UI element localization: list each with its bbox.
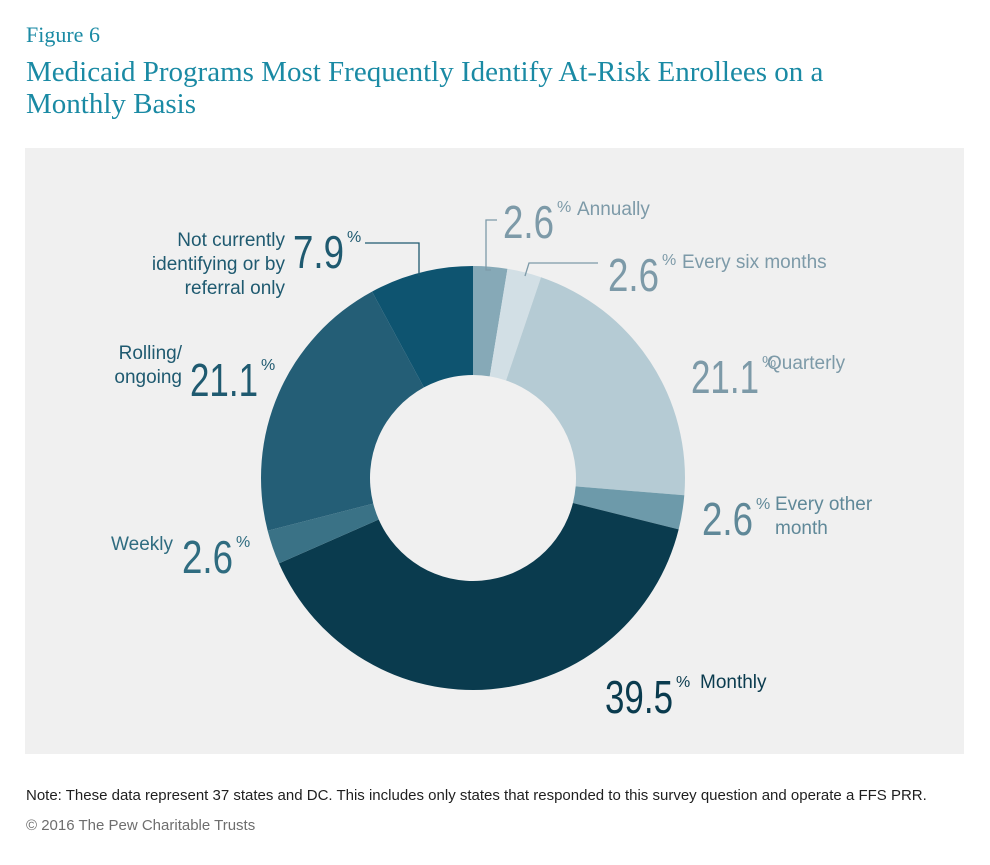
percent-sign-rolling-ongoing: % <box>261 357 275 374</box>
value-label-every-other-month: 2.6 <box>702 493 753 545</box>
percent-sign-quarterly: % <box>762 354 776 371</box>
slice-quarterly <box>506 277 685 496</box>
copyright-text: © 2016 The Pew Charitable Trusts <box>26 817 256 834</box>
percent-sign-weekly: % <box>236 534 250 551</box>
slice-rolling-ongoing <box>261 291 424 531</box>
value-label-weekly: 2.6 <box>182 531 233 583</box>
percent-sign-every-other-month: % <box>756 496 770 513</box>
value-label-rolling-ongoing: 21.1 <box>190 354 258 406</box>
value-label-not-currently-identifying-or-by-referral-only: 7.9 <box>293 226 344 278</box>
leader-line-not-currently-identifying-or-by-referral-only <box>365 242 420 276</box>
category-label-monthly: Monthly <box>700 672 767 693</box>
leader-line-every-six-months <box>524 262 598 277</box>
slice-weekly <box>267 503 379 564</box>
slice-not-currently-identifying-or-by-referral-only <box>372 266 473 388</box>
figure-label: Figure 6 <box>26 22 100 47</box>
slice-monthly <box>278 502 679 690</box>
category-label-weekly: Weekly <box>111 534 173 555</box>
category-label-every-other-month: Every other month <box>775 494 873 539</box>
leader-line-annually <box>485 219 497 271</box>
category-label-annually: Annually <box>577 199 650 220</box>
category-label-quarterly: Quarterly <box>767 353 846 374</box>
category-label-every-six-months: Every six months <box>682 252 827 273</box>
value-label-quarterly: 21.1 <box>691 351 759 403</box>
chart-note: Note: These data represent 37 states and… <box>26 787 927 804</box>
category-label-rolling-ongoing: Rolling/ongoing <box>114 343 182 388</box>
value-label-annually: 2.6 <box>503 196 554 248</box>
percent-sign-monthly: % <box>676 674 690 691</box>
slice-every-six-months <box>489 268 542 381</box>
percent-sign-not-currently-identifying-or-by-referral-only: % <box>347 229 361 246</box>
category-label-not-currently-identifying-or-by-referral-only: Not currently identifying or by referral o… <box>152 230 286 299</box>
value-label-monthly: 39.5 <box>605 671 673 723</box>
percent-sign-every-six-months: % <box>662 252 676 269</box>
chart-title: Medicaid Programs Most Frequently Identi… <box>26 56 824 120</box>
value-label-every-six-months: 2.6 <box>608 249 659 301</box>
slice-annually <box>473 266 508 377</box>
percent-sign-annually: % <box>557 199 571 216</box>
chart-panel: 2.6% Annually 2.6% Every six months 21.1% Qua… <box>25 148 964 754</box>
slice-every-other-month <box>572 486 685 530</box>
